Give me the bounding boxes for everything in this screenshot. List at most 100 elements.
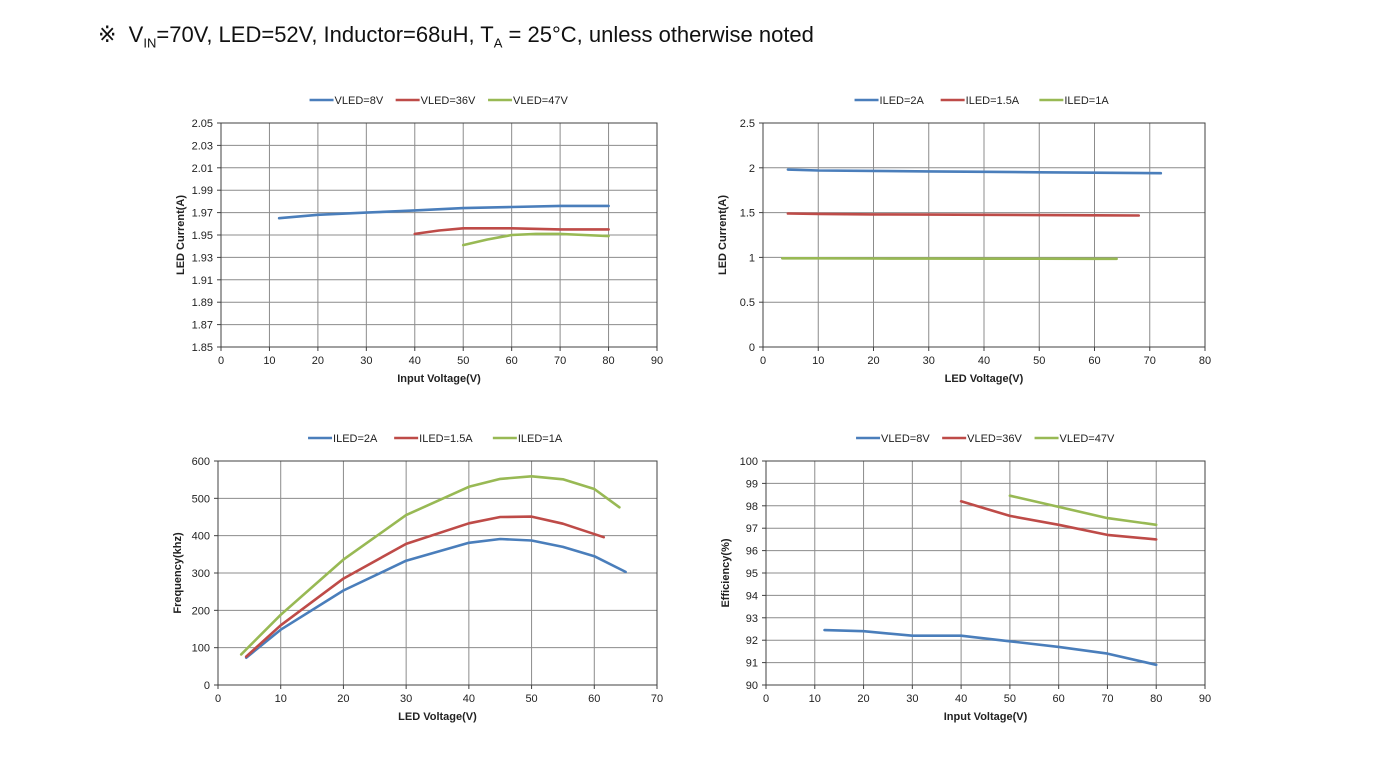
x-tick-label: 20 [867,355,879,367]
legend-label-2: VLED=36V [967,433,1022,445]
legend-label-1: VLED=8V [335,95,384,107]
x-tick-label: 80 [1150,693,1162,705]
chart-1: 0 10 20 30 40 50 60 70 80 90 1.85 1.87 1.89 1.91 1.93 1… [175,95,663,385]
ta-subscript: A [493,35,503,51]
x-tick-label: 60 [588,693,600,705]
series-line-1 [786,168,1163,175]
y-tick-label: 100 [192,643,210,655]
x-tick-label: 0 [218,355,224,367]
x-tick-label: 10 [809,693,821,705]
x-tick-label: 40 [409,355,421,367]
legend-label-3: ILED=1A [518,433,563,445]
y-tick-label: 100 [740,456,758,468]
series-line-3 [1008,494,1158,527]
x-tick-label: 60 [506,355,518,367]
series-line-2 [959,499,1158,541]
y-tick-label: 2.05 [192,118,213,130]
y-axis-label: LED Current(A) [175,195,187,275]
y-tick-label: 0 [749,342,755,354]
y-axis-label: Frequency(khz) [172,532,184,614]
x-tick-label: 10 [812,355,824,367]
x-tick-label: 10 [263,355,275,367]
y-tick-label: 2 [749,163,755,175]
legend: VLED=8V VLED=36V VLED=47V [856,433,1115,445]
x-tick-label: 40 [955,693,967,705]
y-tick-label: 400 [192,531,210,543]
x-tick-label: 70 [1144,355,1156,367]
x-axis-label: LED Voltage(V) [945,373,1024,385]
y-tick-label: 99 [746,478,758,490]
y-tick-label: 96 [746,546,758,558]
y-tick-label: 92 [746,635,758,647]
x-tick-label: 30 [360,355,372,367]
legend-label-2: VLED=36V [421,95,476,107]
chart-3: 0 10 20 30 40 50 60 70 0 100 200 300 400 500 600 LED Vo… [172,433,663,723]
x-tick-label: 40 [978,355,990,367]
legend: ILED=2A ILED=1.5A ILED=1A [308,433,563,445]
x-tick-label: 40 [463,693,475,705]
x-tick-label: 70 [651,693,663,705]
series-line-2 [413,227,610,236]
chart-2: 0 10 20 30 40 50 60 70 80 0 0.5 1 1.5 2 2.5 LED Voltage… [717,95,1211,385]
y-tick-label: 94 [746,590,758,602]
y-tick-label: 300 [192,568,210,580]
legend: ILED=2A ILED=1.5A ILED=1A [854,95,1109,107]
series-line-1 [823,628,1158,667]
y-tick-label: 1.97 [192,208,213,220]
x-tick-label: 0 [215,693,221,705]
y-tick-label: 1.91 [192,275,213,287]
series-line-2 [244,515,606,658]
y-tick-label: 2.03 [192,140,213,152]
legend: VLED=8V VLED=36V VLED=47V [309,95,568,107]
x-tick-label: 10 [275,693,287,705]
series-line-3 [239,474,621,656]
y-tick-label: 1.87 [192,320,213,332]
y-axis-label: LED Current(A) [717,195,729,275]
y-tick-label: 200 [192,605,210,617]
y-tick-label: 1 [749,252,755,264]
y-tick-label: 0 [204,680,210,692]
y-tick-label: 90 [746,680,758,692]
series-line-1 [277,204,610,220]
x-tick-label: 20 [312,355,324,367]
x-tick-label: 70 [1101,693,1113,705]
x-axis-label: LED Voltage(V) [398,711,477,723]
y-tick-label: 1.99 [192,185,213,197]
y-tick-label: 91 [746,658,758,670]
legend-label-1: VLED=8V [881,433,930,445]
series-line-3 [461,232,610,247]
y-tick-label: 2.01 [192,163,213,175]
y-tick-label: 1.85 [192,342,213,354]
x-tick-label: 0 [760,355,766,367]
y-tick-label: 1.93 [192,252,213,264]
x-tick-label: 30 [400,693,412,705]
series-line-1 [244,537,627,660]
series-line-2 [786,212,1140,217]
chart-4: 0 10 20 30 40 50 60 70 80 90 90 91 92 93 94 95 96 97 98 99 1… [720,433,1211,723]
legend-label-2: ILED=1.5A [966,95,1020,107]
x-tick-label: 90 [1199,693,1211,705]
x-tick-label: 50 [1004,693,1016,705]
y-tick-label: 0.5 [740,297,755,309]
x-tick-label: 30 [906,693,918,705]
x-tick-label: 30 [923,355,935,367]
x-axis-label: Input Voltage(V) [944,711,1028,723]
legend-label-3: ILED=1A [1064,95,1109,107]
x-tick-label: 60 [1088,355,1100,367]
x-tick-label: 60 [1053,693,1065,705]
x-tick-label: 50 [1033,355,1045,367]
y-tick-label: 93 [746,613,758,625]
conditions-end-text: = 25°C, unless otherwise noted [502,22,814,47]
series-line-3 [780,256,1118,261]
x-tick-label: 20 [337,693,349,705]
legend-label-3: VLED=47V [1060,433,1115,445]
x-tick-label: 80 [602,355,614,367]
x-tick-label: 90 [651,355,663,367]
x-axis-label: Input Voltage(V) [397,373,481,385]
legend-label-1: ILED=2A [880,95,925,107]
y-tick-label: 98 [746,501,758,513]
x-tick-label: 50 [457,355,469,367]
x-tick-label: 70 [554,355,566,367]
vin-symbol: V [128,22,144,47]
x-tick-label: 80 [1199,355,1211,367]
